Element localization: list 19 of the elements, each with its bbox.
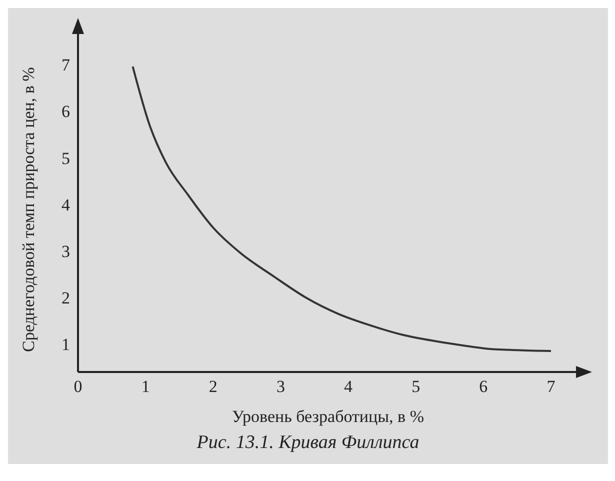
y-tick-label: 4: [62, 195, 70, 214]
y-tick-label: 1: [62, 335, 70, 354]
x-tick-label: 4: [344, 377, 354, 396]
x-tick-label: 0: [74, 377, 82, 396]
text: Рис. 13.1. Кривая Филлипса: [196, 432, 420, 454]
x-tick-label: 1: [141, 377, 150, 396]
y-tick-label: 3: [62, 242, 70, 261]
y-axis-title: Среднегодовой темп прироста цен, в %: [19, 67, 38, 352]
y-tick-label: 6: [62, 102, 70, 122]
y-tick-label: 5: [62, 148, 70, 168]
x-tick-label: 6: [479, 377, 488, 396]
x-tick-label: 3: [276, 377, 285, 396]
y-tick-label: 7: [62, 56, 70, 75]
x-tick-label: 7: [546, 377, 556, 396]
y-tick-label: 2: [62, 288, 70, 308]
x-tick-label: 2: [208, 377, 218, 396]
line-series: [132, 65, 552, 352]
x-axis-title: Уровень безработицы, в %: [232, 407, 424, 426]
x-tick-label: 5: [412, 377, 420, 396]
